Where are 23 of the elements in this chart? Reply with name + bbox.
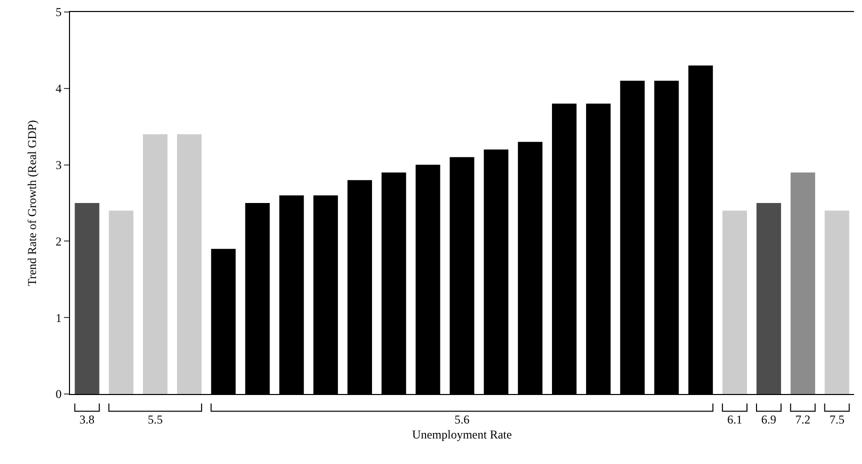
x-tick-label: 6.9	[761, 412, 776, 426]
y-axis-title: Trend Rate of Growth (Real GDP)	[25, 120, 39, 286]
x-tick-label: 6.1	[727, 412, 742, 426]
y-tick-label: 3	[56, 158, 62, 172]
x-tick-label: 3.8	[80, 412, 95, 426]
bar	[142, 134, 168, 394]
bar	[824, 210, 850, 394]
bar	[177, 134, 202, 394]
y-tick-label: 1	[56, 310, 62, 325]
y-tick-label: 5	[56, 5, 62, 20]
bar	[756, 203, 782, 394]
x-tick-label: 5.6	[454, 412, 470, 426]
x-tick-label: 7.5	[829, 412, 844, 426]
y-tick-label: 4	[56, 82, 62, 96]
y-tick-label: 0	[56, 387, 62, 402]
bar	[108, 210, 134, 394]
x-tick-label: 5.5	[148, 412, 163, 426]
x-axis-title: Unemployment Rate	[412, 427, 512, 442]
x-tick-label: 7.2	[795, 412, 810, 426]
bar	[722, 210, 747, 394]
y-tick-label: 2	[56, 234, 62, 248]
bar	[74, 203, 100, 394]
bar	[790, 172, 816, 394]
